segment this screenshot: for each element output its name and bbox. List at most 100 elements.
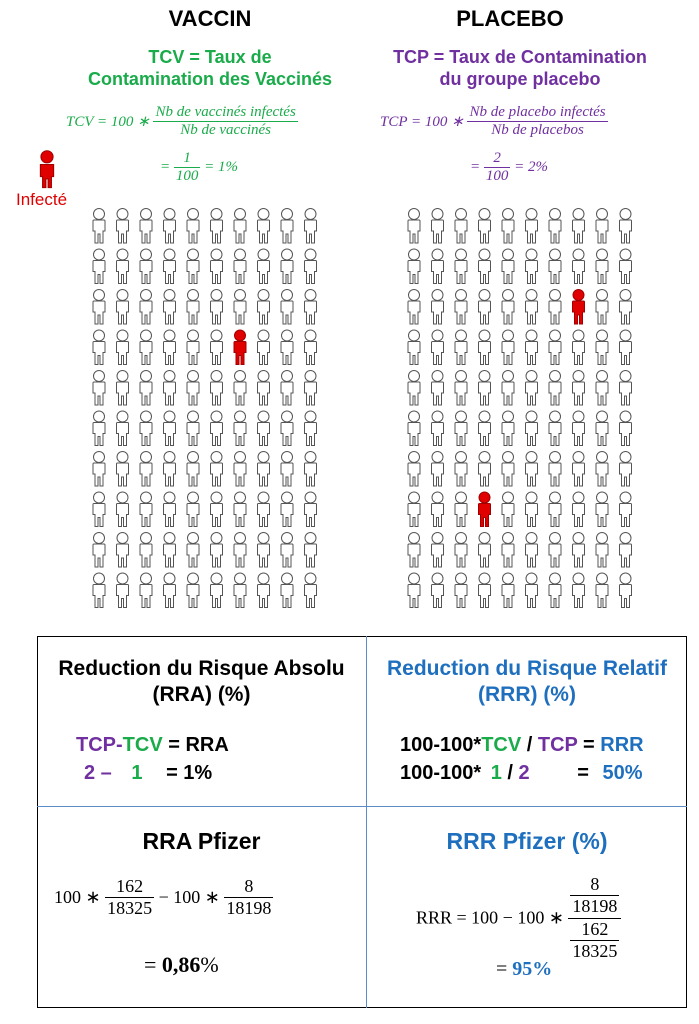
person-icon: [407, 410, 421, 446]
person-icon: [525, 248, 538, 284]
person-icon: [431, 572, 444, 608]
person-icon: [257, 370, 270, 406]
person-icon: [186, 329, 200, 365]
rra-pfizer-den-1: 18325: [107, 898, 153, 918]
rra-eq2-two: 2 –: [84, 762, 112, 784]
person-icon: [431, 410, 444, 446]
rra-title-line1: Reduction du Risque Absolu: [58, 657, 345, 680]
person-icon: [304, 572, 317, 608]
person-icon: [116, 491, 129, 527]
rrr-pfizer-title: RRR Pfizer (%): [446, 828, 608, 854]
placebo-subtitle-line1: TCP = Taux de Contamination: [393, 47, 647, 67]
rra-pfizer-fraction-1: 162 18325: [105, 876, 155, 919]
person-icon: [548, 248, 562, 284]
person-icon: [501, 289, 515, 325]
person-icon: [501, 370, 515, 406]
person-icon: [407, 572, 421, 608]
person-icon: [280, 370, 294, 406]
person-icon: [210, 370, 223, 406]
person-icon: [525, 451, 538, 487]
person-icon: [501, 208, 515, 244]
rrr-eq2-eq: =: [577, 762, 589, 784]
person-icon: [280, 329, 294, 365]
person-icon: [186, 248, 200, 284]
person-icon: [572, 370, 585, 406]
person-icon: [233, 491, 247, 527]
person-icon: [619, 572, 632, 608]
person-icon: [92, 532, 106, 568]
vaccine-result-denominator: 100: [175, 168, 199, 184]
vaccine-formula-lhs: TCV = 100 ∗: [66, 114, 150, 130]
person-icon: [139, 532, 153, 568]
rrr-pfizer-result: = 95%: [496, 958, 552, 981]
person-icon: [233, 451, 247, 487]
person-icon: [501, 329, 515, 365]
person-icon: [454, 329, 468, 365]
rrr-title-line1: Reduction du Risque Relatif: [386, 657, 667, 680]
person-icon: [92, 410, 106, 446]
rrr-eq1-prefix: 100-100*: [400, 734, 482, 756]
person-icon: [186, 410, 200, 446]
person-icon: [233, 370, 247, 406]
vaccine-subtitle-line2: Contamination des Vaccinés: [87, 69, 333, 89]
person-icon: [525, 410, 538, 446]
rrr-pfizer-compound-fraction: 8 18198 162 18325: [568, 874, 622, 962]
person-icon: [619, 491, 632, 527]
rrr-pfizer-top-fraction: 8 18198: [568, 874, 622, 919]
rra-pfizer-minus: − 100 ∗: [158, 887, 220, 907]
person-icon: [257, 208, 270, 244]
rrr-eq1-tcp: TCP: [537, 734, 578, 756]
person-icon: [478, 329, 491, 365]
person-icon: [116, 248, 129, 284]
placebo-result-numerator: 2: [483, 150, 511, 168]
person-icon: [454, 289, 468, 325]
person-icon: [619, 370, 632, 406]
person-icon: [548, 491, 562, 527]
person-icon: [257, 532, 270, 568]
placebo-formula-numerator: Nb de placebo infectés: [467, 104, 608, 122]
person-icon: [619, 410, 632, 446]
person-icon: [478, 410, 491, 446]
rra-pfizer-den-2: 18198: [226, 898, 272, 918]
person-icon: [548, 410, 562, 446]
person-icon: [454, 410, 468, 446]
rra-title: Reduction du Risque Absolu (RRA) (%): [37, 656, 366, 708]
person-icon: [210, 329, 223, 365]
person-icon: [116, 208, 129, 244]
person-icon: [595, 410, 609, 446]
person-icon: [407, 451, 421, 487]
person-icon: [431, 491, 444, 527]
rrr-eq2-two: 2: [518, 762, 530, 784]
person-icon: [501, 451, 515, 487]
person-icon: [163, 289, 176, 325]
rrr-pfizer-top-fraction-inner: 8 18198: [570, 874, 620, 917]
person-icon: [233, 289, 247, 325]
person-icon: [116, 329, 129, 365]
person-icon: [478, 572, 491, 608]
person-icon: [548, 370, 562, 406]
person-icon: [572, 410, 585, 446]
person-icon: [92, 491, 106, 527]
person-icon: [139, 248, 153, 284]
rrr-eq1-tcv: TCV: [481, 734, 522, 756]
person-icon: [407, 491, 421, 527]
rrr-title: Reduction du Risque Relatif (RRR) (%): [367, 656, 687, 708]
person-icon: [116, 289, 129, 325]
person-icon: [116, 572, 129, 608]
person-icon: [548, 329, 562, 365]
person-icon: [525, 370, 538, 406]
person-icon: [595, 329, 609, 365]
person-icon: [304, 248, 317, 284]
person-icon: [210, 491, 223, 527]
person-icon: [280, 248, 294, 284]
person-icon: [116, 451, 129, 487]
person-icon: [139, 572, 153, 608]
rra-pfizer-formula: 100 ∗ 162 18325 − 100 ∗ 8 18198: [54, 876, 274, 919]
person-icon: [186, 370, 200, 406]
person-icon: [139, 410, 153, 446]
person-icon: [548, 208, 562, 244]
person-icon: [595, 491, 609, 527]
person-icon: [407, 208, 421, 244]
person-icon: [186, 289, 200, 325]
person-icon: [595, 532, 609, 568]
